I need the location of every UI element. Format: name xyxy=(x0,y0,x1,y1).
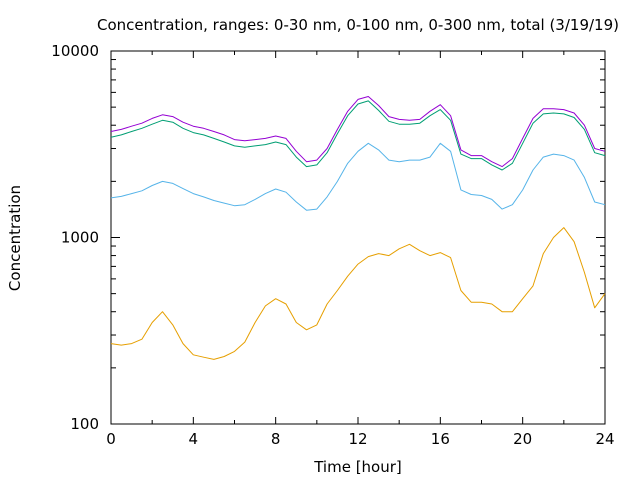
y-tick-label: 1000 xyxy=(61,229,99,247)
y-tick-label: 100 xyxy=(70,415,99,433)
x-tick-label: 16 xyxy=(431,430,450,448)
chart-title: Concentration, ranges: 0-30 nm, 0-100 nm… xyxy=(97,16,619,34)
x-tick-label: 24 xyxy=(595,430,614,448)
y-tick-label: 10000 xyxy=(51,42,99,60)
x-tick-label: 20 xyxy=(513,430,532,448)
x-axis-label: Time [hour] xyxy=(313,458,402,476)
series-line-1 xyxy=(110,227,606,360)
x-tick-label: 0 xyxy=(106,430,116,448)
x-tick-label: 8 xyxy=(271,430,281,448)
series-line-4 xyxy=(110,96,606,168)
axis-ticks: 0 4 8 12 16 20 24 100 1000 10000 xyxy=(51,42,614,448)
series-group xyxy=(110,96,606,360)
y-axis-label: Concentration xyxy=(6,185,24,291)
plot-frame xyxy=(110,50,606,425)
x-tick-label: 12 xyxy=(348,430,367,448)
series-line-2 xyxy=(110,142,606,211)
x-tick-label: 4 xyxy=(189,430,199,448)
series-line-3 xyxy=(110,100,606,171)
